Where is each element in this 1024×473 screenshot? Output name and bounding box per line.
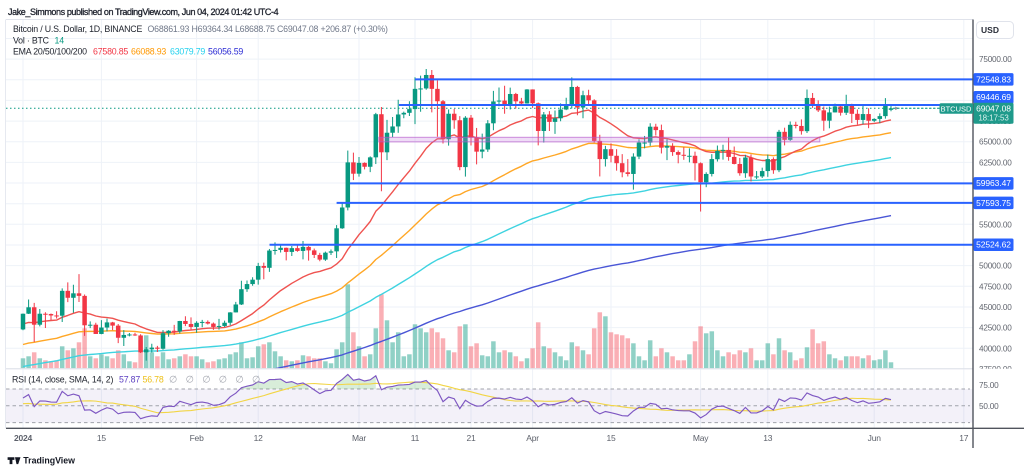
svg-text:17: 17 [959, 433, 969, 443]
svg-text:21: 21 [466, 433, 476, 443]
svg-text:∅: ∅ [186, 375, 194, 386]
svg-text:57593.75: 57593.75 [976, 198, 1011, 208]
svg-text:15: 15 [97, 433, 107, 443]
svg-text:USD: USD [981, 25, 999, 35]
svg-text:42500.00: 42500.00 [979, 324, 1012, 333]
svg-text:62500.00: 62500.00 [979, 158, 1012, 167]
svg-text:EMA 20/50/100/200: EMA 20/50/100/200 [13, 47, 87, 57]
svg-text:50.00: 50.00 [979, 402, 999, 411]
svg-text:∅: ∅ [252, 375, 260, 386]
svg-text:∅: ∅ [235, 375, 243, 386]
svg-text:May: May [693, 433, 709, 443]
svg-text:69047.08: 69047.08 [976, 103, 1011, 113]
svg-text:Apr: Apr [526, 433, 539, 443]
svg-text:Jun: Jun [868, 433, 882, 443]
svg-text:75000.00: 75000.00 [979, 55, 1012, 64]
svg-text:75.00: 75.00 [979, 381, 999, 390]
svg-text:37500.00: 37500.00 [979, 365, 1012, 374]
svg-text:Feb: Feb [190, 433, 205, 443]
svg-text:∅: ∅ [202, 375, 210, 386]
svg-text:11: 11 [411, 433, 420, 443]
svg-text:Bitcoin / U.S. Dollar, 1D, BIN: Bitcoin / U.S. Dollar, 1D, BINANCE [13, 24, 142, 34]
svg-text:O68861.93 H69364.34 L68688.75: O68861.93 H69364.34 L68688.75 C69047.08 … [148, 24, 388, 34]
svg-text:56.78: 56.78 [143, 375, 164, 385]
svg-text:18:17:53: 18:17:53 [978, 114, 1009, 123]
svg-text:69446.69: 69446.69 [976, 92, 1011, 102]
svg-text:Mar: Mar [352, 433, 366, 443]
svg-text:2024: 2024 [14, 433, 33, 443]
svg-text:45000.00: 45000.00 [979, 303, 1012, 312]
svg-text:Vol · BTC: Vol · BTC [13, 35, 50, 45]
svg-text:Jake_Simmons published on Trad: Jake_Simmons published on TradingView.co… [8, 7, 279, 17]
svg-text:52524.62: 52524.62 [976, 240, 1011, 250]
svg-text:65000.00: 65000.00 [979, 138, 1012, 147]
svg-text:40000.00: 40000.00 [979, 344, 1012, 353]
svg-text:55000.00: 55000.00 [979, 220, 1012, 229]
svg-text:BTCUSD: BTCUSD [941, 104, 972, 113]
svg-text:59963.47: 59963.47 [976, 178, 1011, 188]
svg-text:∅: ∅ [219, 375, 227, 386]
svg-text:47500.00: 47500.00 [979, 282, 1012, 291]
svg-text:72548.83: 72548.83 [976, 74, 1011, 84]
svg-text:57.87: 57.87 [119, 375, 140, 385]
svg-text:TradingView: TradingView [23, 455, 75, 465]
svg-text:∅: ∅ [169, 375, 177, 386]
svg-text:RSI (14, close, SMA, 14, 2): RSI (14, close, SMA, 14, 2) [12, 375, 113, 385]
svg-text:50000.00: 50000.00 [979, 262, 1012, 271]
svg-text:14: 14 [55, 35, 65, 45]
svg-text:13: 13 [763, 433, 773, 443]
svg-text:15: 15 [606, 433, 616, 443]
svg-text:12: 12 [254, 433, 264, 443]
